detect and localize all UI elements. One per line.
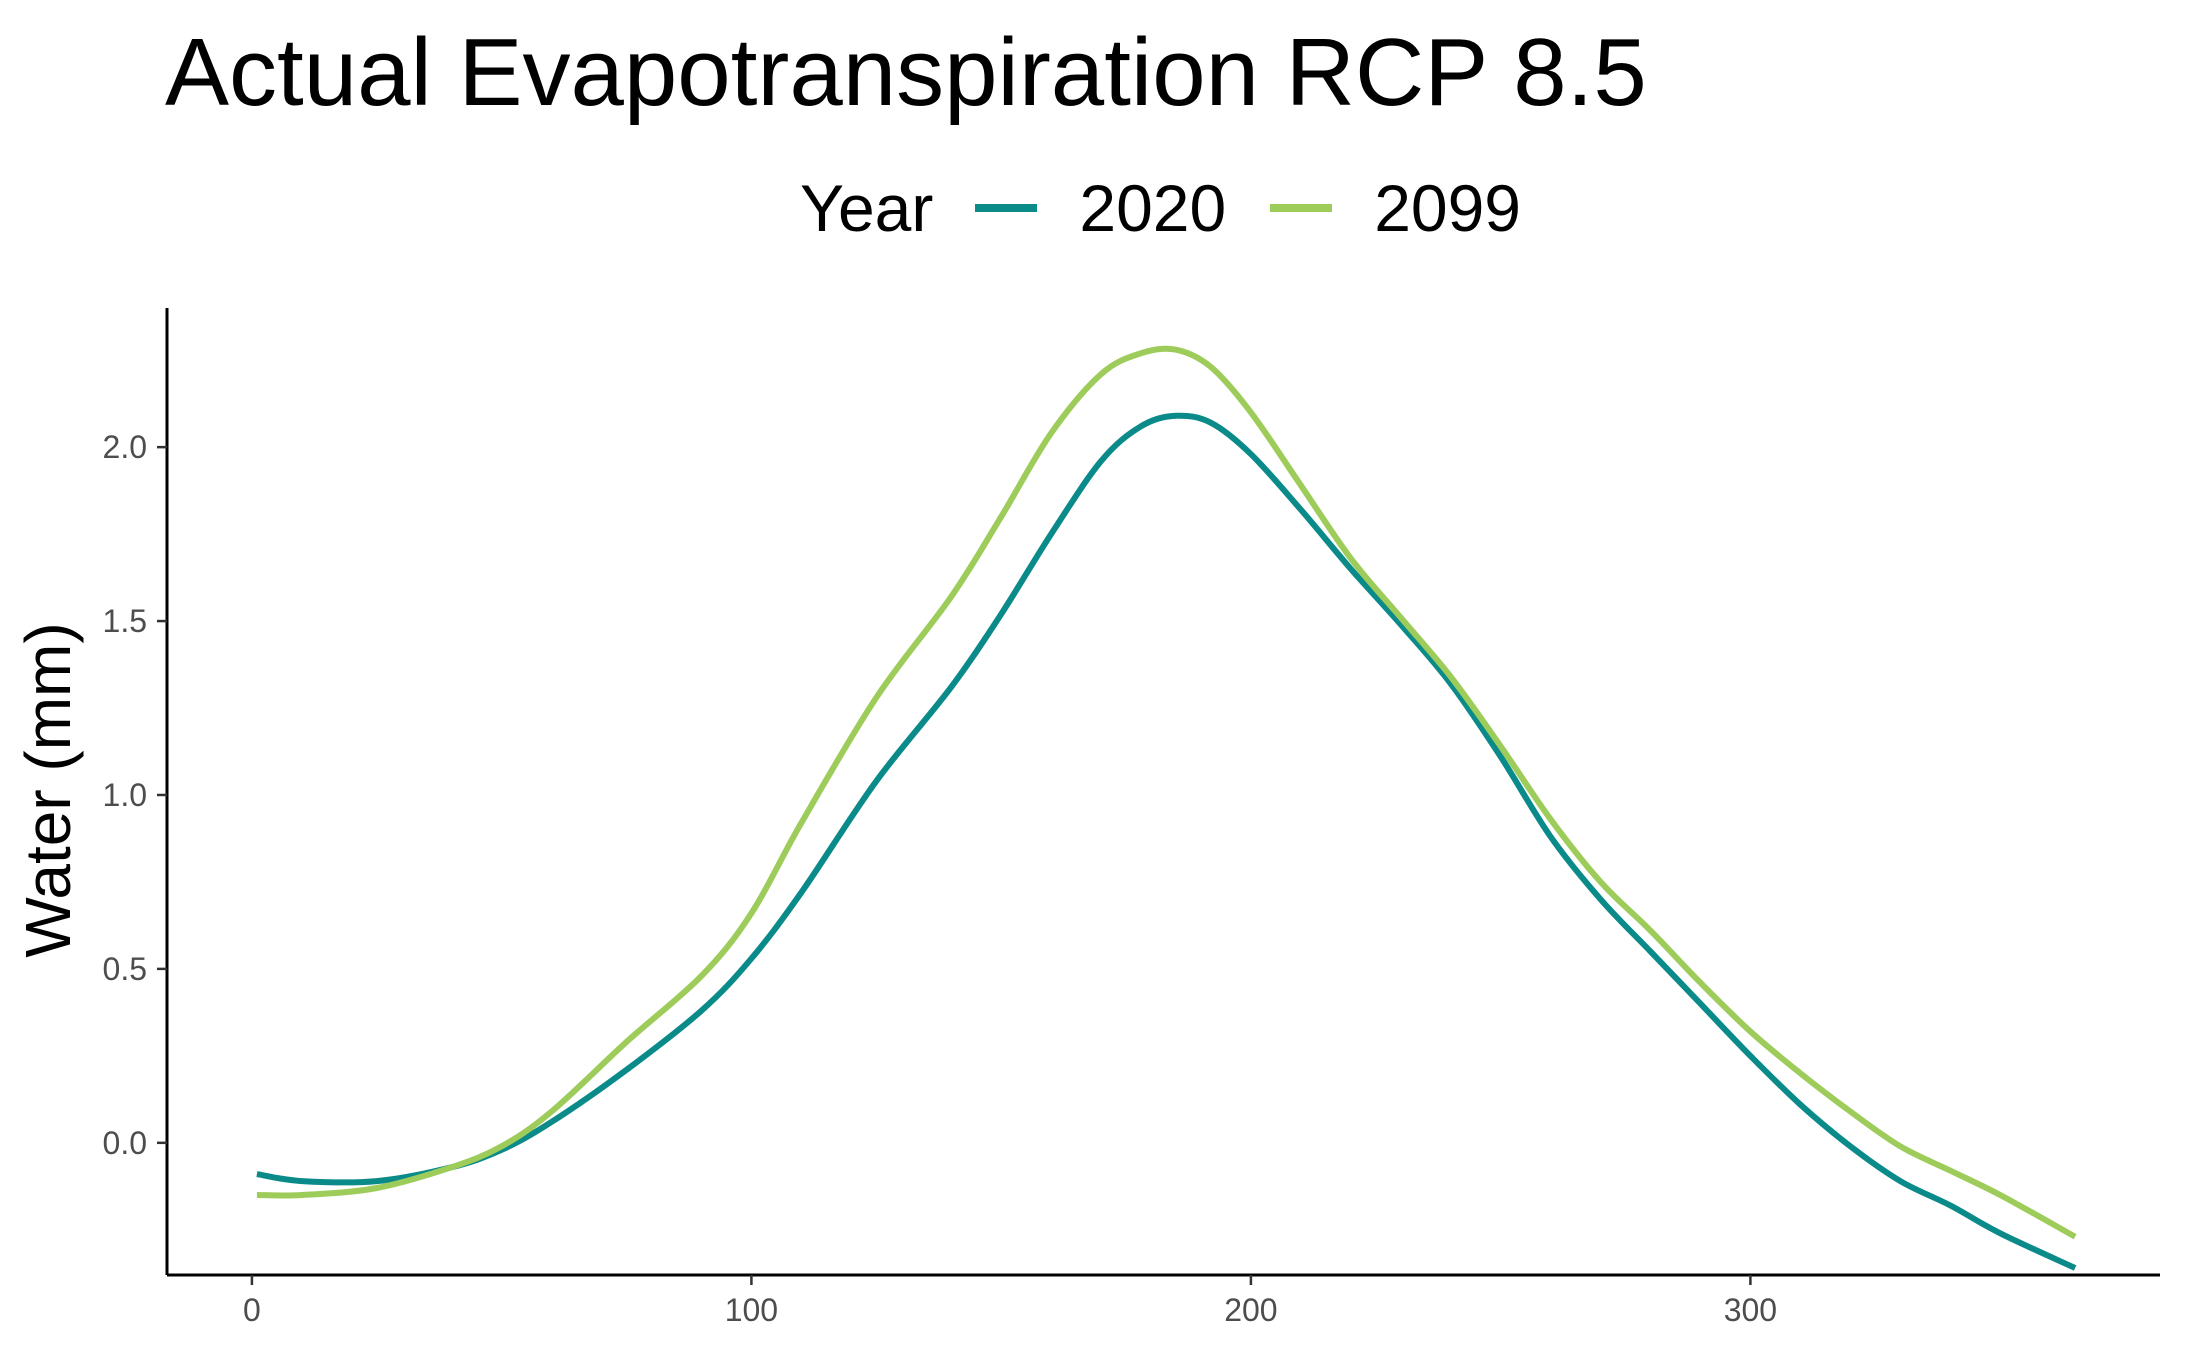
- y-tick-label: 1.5: [103, 603, 147, 639]
- y-tick-label: 0.5: [103, 951, 147, 987]
- tick-labels: 0.0 0.5 1.0 1.5 2.0 0 100 200 300: [103, 429, 1778, 1328]
- legend-item-2020: 2020: [975, 170, 1226, 246]
- x-tick-label: 100: [725, 1292, 778, 1328]
- x-tick-label: 300: [1724, 1292, 1777, 1328]
- legend-label-2020: 2020: [1079, 171, 1227, 245]
- legend-item-2099: 2099: [1270, 170, 1521, 246]
- x-tick-label: 200: [1224, 1292, 1277, 1328]
- x-tick-label: 0: [243, 1292, 261, 1328]
- legend-label-2099: 2099: [1374, 171, 1522, 245]
- chart-title: Actual Evapotranspiration RCP 8.5: [165, 19, 1647, 126]
- y-tick-label: 2.0: [103, 429, 147, 465]
- series-lines: [256, 345, 2077, 1271]
- legend-title: Year: [800, 171, 934, 245]
- series-line-2099: [256, 345, 2077, 1240]
- y-tick-label: 1.0: [103, 777, 147, 813]
- y-tick-label: 0.0: [103, 1125, 147, 1161]
- legend-swatch-2020: [975, 204, 1038, 212]
- legend-swatch-2099: [1270, 204, 1333, 212]
- series-line-2020: [256, 412, 2077, 1271]
- axes: [157, 308, 2160, 1285]
- legend: Year 2020 2099: [800, 168, 1565, 248]
